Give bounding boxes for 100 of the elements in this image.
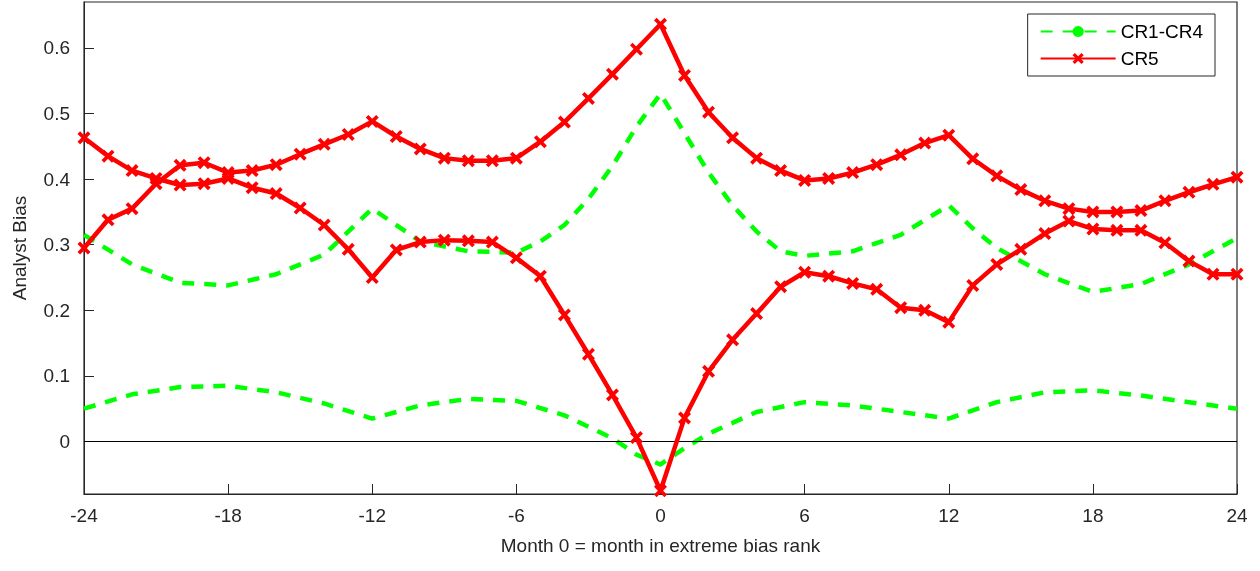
- point: [533, 135, 547, 149]
- point: [149, 171, 163, 185]
- point: [461, 154, 475, 168]
- point: [870, 282, 884, 296]
- point: [533, 269, 547, 283]
- point: [245, 164, 259, 178]
- point: [101, 213, 115, 227]
- line-series: [81, 383, 1240, 467]
- point: [1230, 170, 1244, 184]
- point: [702, 364, 716, 378]
- point: [1230, 267, 1244, 281]
- point: [221, 171, 235, 185]
- point: [966, 278, 980, 292]
- x-tick-label: 0: [655, 505, 666, 526]
- point: [894, 301, 908, 315]
- point: [798, 173, 812, 187]
- point: [77, 241, 91, 255]
- point: [605, 388, 619, 402]
- point: [678, 68, 692, 82]
- point: [389, 243, 403, 257]
- point: [654, 17, 667, 31]
- point: [485, 235, 499, 249]
- point: [557, 308, 571, 322]
- point: [269, 158, 283, 172]
- point: [1134, 204, 1148, 218]
- point: [125, 202, 139, 216]
- point: [846, 276, 860, 290]
- point: [485, 154, 499, 168]
- x-tick-label: -12: [358, 505, 386, 526]
- y-tick-label: 0.3: [43, 234, 70, 256]
- point: [197, 156, 211, 170]
- point: [317, 137, 331, 151]
- point: [77, 131, 91, 145]
- point: [1206, 267, 1220, 281]
- point: [173, 178, 187, 192]
- point: [629, 42, 643, 56]
- point: [413, 142, 427, 156]
- point: [774, 164, 788, 178]
- legend-label: CR1-CR4: [1120, 21, 1204, 42]
- point: [1110, 223, 1124, 237]
- x-axis-title: Month 0 = month in extreme bias rank: [500, 535, 821, 556]
- point: [365, 271, 379, 285]
- x-tick-label: -6: [507, 505, 525, 526]
- point: [1182, 254, 1196, 268]
- point: [1206, 177, 1220, 191]
- point: [918, 303, 932, 317]
- point: [173, 158, 187, 172]
- y-tick-label: 0.6: [43, 37, 70, 59]
- point: [1182, 185, 1196, 199]
- point: [1134, 223, 1148, 237]
- y-tick-label: 0: [59, 431, 70, 453]
- point: [509, 251, 523, 265]
- point: [774, 280, 788, 294]
- point: [750, 307, 764, 321]
- point: [581, 91, 595, 105]
- point: [1062, 202, 1076, 216]
- point: [894, 148, 908, 162]
- point: [101, 149, 115, 163]
- point: [1086, 222, 1100, 236]
- point: [605, 67, 619, 81]
- point: [1110, 205, 1124, 219]
- y-tick-label: 0.4: [43, 168, 71, 190]
- point: [341, 128, 355, 142]
- point: [509, 151, 523, 165]
- y-tick-label: 0.5: [43, 103, 70, 125]
- point: [726, 333, 740, 347]
- point: [990, 169, 1004, 183]
- point: [293, 147, 307, 161]
- point: [125, 164, 139, 178]
- point: [293, 201, 307, 215]
- point: [1086, 205, 1100, 219]
- point: [245, 181, 259, 195]
- point: [750, 151, 764, 165]
- point: [1062, 214, 1076, 228]
- point: [726, 131, 740, 145]
- point: [1014, 242, 1028, 256]
- point: [942, 128, 956, 142]
- point: [317, 218, 331, 232]
- point: [822, 269, 836, 283]
- point: [365, 114, 379, 128]
- point: [918, 136, 932, 150]
- legend-label: CR5: [1120, 48, 1159, 69]
- point: [557, 115, 571, 129]
- point: [870, 158, 884, 172]
- y-tick-label: 0.2: [43, 299, 70, 321]
- x-tick-label: 24: [1226, 505, 1248, 526]
- point: [798, 265, 812, 279]
- point: [581, 347, 595, 361]
- point: [461, 234, 475, 248]
- point: [629, 431, 643, 445]
- point: [269, 187, 283, 201]
- point: [389, 129, 403, 143]
- x-tick-label: -18: [214, 505, 242, 526]
- point: [197, 177, 211, 191]
- y-tick-label: 0.1: [43, 365, 70, 387]
- y-axis-title: Analyst Bias: [9, 195, 30, 301]
- point: [822, 171, 836, 185]
- point: [966, 152, 980, 166]
- point: [341, 242, 355, 256]
- point: [1014, 183, 1028, 197]
